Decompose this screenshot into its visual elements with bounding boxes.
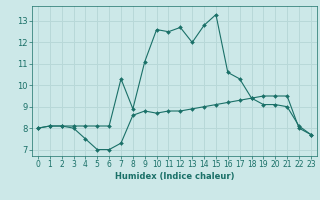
X-axis label: Humidex (Indice chaleur): Humidex (Indice chaleur) [115, 172, 234, 181]
